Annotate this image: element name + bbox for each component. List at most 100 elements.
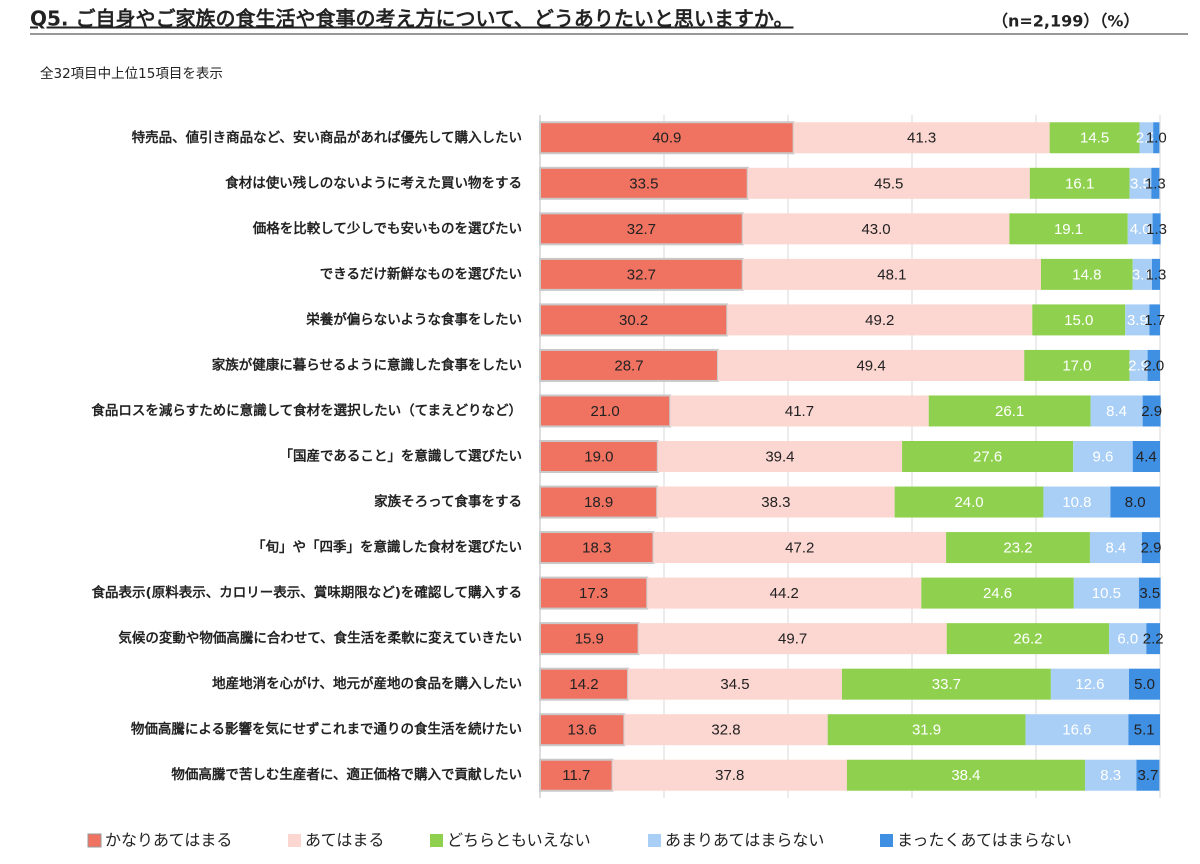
value-label: 16.1 — [1065, 175, 1094, 192]
value-label: 1.0 — [1146, 130, 1167, 147]
value-label: 26.1 — [995, 403, 1024, 420]
value-label: 47.2 — [785, 540, 814, 557]
bar-segment — [539, 667, 630, 701]
category-label: 「国産であること」を意識して選びたい — [280, 448, 522, 465]
bar-segment — [1084, 759, 1137, 791]
bar-segment — [539, 576, 649, 610]
value-label: 33.7 — [932, 676, 961, 693]
category-label: 物価高騰による影響を気にせずこれまで通りの食生活を続けたい — [131, 721, 522, 738]
value-label: 14.2 — [569, 676, 598, 693]
value-label: 17.3 — [579, 585, 608, 602]
value-label: 1.3 — [1146, 221, 1167, 238]
bar-segment — [539, 303, 729, 337]
value-label: 16.6 — [1062, 722, 1091, 739]
value-label: 48.1 — [877, 266, 906, 283]
category-label: 特売品、値引き商品など、安い商品があれば優先して購入したい — [132, 129, 522, 146]
bar-segment — [539, 212, 744, 246]
value-label: 44.2 — [770, 585, 799, 602]
value-label: 41.7 — [785, 403, 814, 420]
bar-segment — [657, 486, 895, 518]
value-label: 8.3 — [1100, 767, 1121, 784]
bar-segment — [946, 623, 1110, 655]
value-label: 3.5 — [1130, 175, 1151, 192]
bar-segment — [1132, 258, 1152, 290]
value-label: 5.0 — [1134, 676, 1155, 693]
chart-note: （n=2,199）（%） — [992, 12, 1139, 31]
value-label: 21.0 — [590, 403, 619, 420]
category-label: 栄養が偏らないような食事をしたい — [305, 311, 522, 328]
value-label: 8.4 — [1106, 403, 1127, 420]
value-label: 19.1 — [1054, 221, 1083, 238]
bar-segment — [1127, 213, 1153, 245]
bar-segment — [539, 622, 640, 656]
category-label: 物価高騰で苦しむ生産者に、適正価格で購入で貢献したい — [171, 766, 522, 783]
bar-segment — [1090, 395, 1143, 427]
bar-segment — [1110, 486, 1160, 518]
legend-label: まったくあてはまらない — [897, 831, 1072, 850]
value-label: 38.4 — [951, 767, 980, 784]
category-label: 家族が健康に暮らせるように意識した食事をしたい — [212, 356, 522, 373]
bar-segment — [1128, 714, 1160, 746]
value-label: 23.2 — [1003, 540, 1032, 557]
value-label: 3.5 — [1139, 585, 1160, 602]
value-label: 15.9 — [575, 631, 604, 648]
bar-segment — [1138, 577, 1161, 609]
bar-segment — [827, 714, 1026, 746]
bar-segment — [539, 121, 795, 155]
value-label: 37.8 — [715, 767, 744, 784]
legend-label: あまりあてはまらない — [665, 831, 824, 850]
value-label: 45.5 — [874, 175, 903, 192]
bar-segment — [1073, 441, 1133, 472]
value-label: 26.2 — [1013, 631, 1042, 648]
bar-segment — [1024, 349, 1130, 381]
bar-segment — [670, 395, 929, 427]
value-label: 14.5 — [1080, 130, 1109, 147]
value-label: 27.6 — [973, 448, 1002, 465]
bar-segment — [539, 348, 719, 382]
value-label: 19.0 — [584, 448, 613, 465]
bar-segment — [647, 577, 922, 609]
category-label: 地産地消を心がけ、地元が産地の食品を購入したい — [212, 675, 522, 692]
value-label: 3.9 — [1127, 312, 1148, 329]
bar-segment — [612, 759, 847, 791]
value-label: 15.0 — [1064, 312, 1093, 329]
bar-segment — [653, 532, 947, 564]
value-label: 1.7 — [1144, 312, 1165, 329]
value-label: 6.0 — [1117, 631, 1138, 648]
value-label: 1.3 — [1145, 175, 1166, 192]
category-label: できるだけ新鮮なものを選びたい — [320, 265, 522, 282]
bar-segment — [742, 258, 1041, 290]
bar-segment — [1151, 258, 1160, 290]
value-label: 24.6 — [983, 585, 1012, 602]
bar-segment — [1147, 349, 1160, 381]
value-label: 8.4 — [1106, 540, 1127, 557]
value-label: 24.0 — [954, 494, 983, 511]
value-label: 32.7 — [627, 221, 656, 238]
value-label: 39.4 — [765, 448, 794, 465]
category-label: 気候の変動や物価高騰に合わせて、食生活を柔軟に変えていきたい — [118, 630, 522, 647]
value-label: 41.3 — [907, 130, 936, 147]
bar-segment — [1025, 714, 1129, 746]
value-label: 34.5 — [720, 676, 749, 693]
bar-segment — [793, 122, 1050, 154]
bar-segment — [1146, 623, 1160, 655]
value-label: 49.7 — [778, 631, 807, 648]
chart-title: Q5. ご自身やご家族の食生活や食事の考え方について、どうありたいと思いますか。 — [30, 7, 793, 31]
bar-segment — [1149, 304, 1160, 336]
bar-segment — [539, 713, 626, 747]
value-label: 1.3 — [1146, 266, 1167, 283]
category-label: 家族そろって食事をする — [374, 493, 522, 510]
legend-swatch — [87, 833, 102, 848]
value-label: 9.6 — [1093, 448, 1114, 465]
bar-segment — [1139, 122, 1154, 154]
chart-subtitle: 全32項目中上位15項目を表示 — [40, 65, 223, 82]
bar-segment — [657, 441, 903, 472]
category-label: 「旬」や「四季」を意識した食材を選びたい — [252, 539, 522, 556]
bar-segment — [1153, 122, 1160, 154]
bar-segment — [1152, 213, 1161, 245]
bar-segment — [921, 577, 1074, 609]
value-label: 2.2 — [1143, 631, 1164, 648]
legend-swatch — [880, 834, 893, 847]
bar-segment — [1049, 122, 1140, 154]
category-label: 食品ロスを減らすために意識して食材を選択したい（てまえどりなど） — [91, 402, 522, 419]
